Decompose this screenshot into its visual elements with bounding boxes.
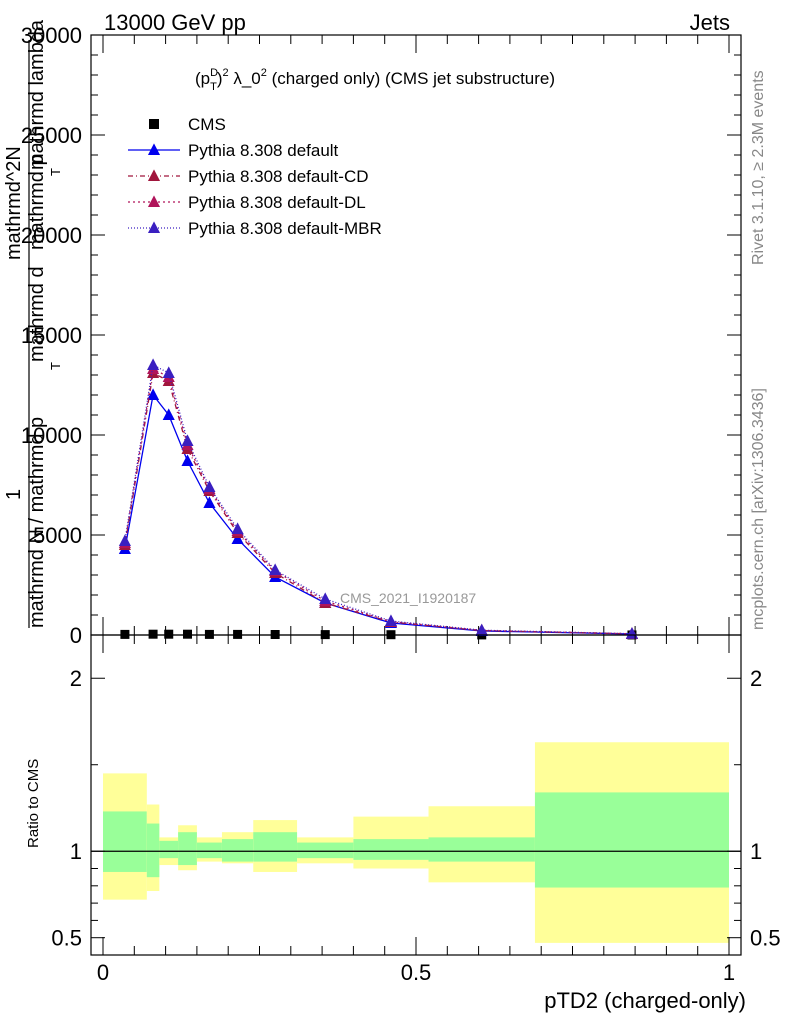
- ratio-inner-band: [297, 842, 354, 859]
- main-y-tick-label: 15000: [21, 323, 82, 348]
- legend-item: Pythia 8.308 default: [128, 141, 339, 160]
- ratio-inner-band: [103, 811, 147, 872]
- main-y-tick-label: 10000: [21, 423, 82, 448]
- data-point: [181, 434, 194, 446]
- ratio-inner-band: [146, 823, 160, 878]
- ratio-inner-band: [178, 832, 197, 866]
- legend-label: Pythia 8.308 default-CD: [188, 167, 369, 186]
- x-axis-label: pTD2 (charged-only): [544, 988, 746, 1013]
- ratio-inner-band: [159, 840, 179, 859]
- ylabel-d2n: mathrmd^2N: [3, 146, 25, 260]
- legend-label: CMS: [188, 115, 226, 134]
- ylabel-one: 1: [3, 489, 25, 500]
- data-point: [231, 532, 244, 544]
- data-point: [148, 629, 158, 639]
- main-y-tick-label: 30000: [21, 23, 82, 48]
- ratio-y-tick-label-right: 2: [750, 666, 762, 691]
- legend-marker: [147, 195, 161, 207]
- legend-label: Pythia 8.308 default: [188, 141, 339, 160]
- legend-item: Pythia 8.308 default-CD: [128, 167, 369, 186]
- data-point: [183, 629, 193, 639]
- ratio-y-tick-label: 2: [70, 666, 82, 691]
- ratio-x-tick-label: 1: [723, 960, 735, 985]
- mcplots-label: mcplots.cern.ch [arXiv:1306.3436]: [750, 388, 767, 630]
- chart-title: (pD T)2 λ_02 (charged only) (CMS jet subs…: [195, 67, 555, 93]
- title-sub-t: T: [210, 81, 217, 93]
- series-line: [124, 368, 632, 635]
- main-panel: 0 5000 10000 15000 20000 25000 30000: [21, 23, 742, 648]
- data-point: [147, 388, 160, 400]
- ratio-inner-band: [253, 832, 298, 862]
- ratio-inner-band: [534, 792, 729, 888]
- rivet-label: Rivet 3.1.10, ≥ 2.3M events: [750, 70, 767, 265]
- ratio-inner-band: [196, 842, 222, 859]
- main-y-tick-label: 0: [70, 623, 82, 648]
- title-sup-2: 2: [222, 67, 228, 79]
- legend-item: CMS: [149, 115, 226, 134]
- ylabel-left: mathrmd N / mathrmd p: [26, 417, 48, 628]
- ratio-inner-band: [428, 837, 535, 862]
- main-y-tick-label: 20000: [21, 223, 82, 248]
- title-close: ): [217, 69, 223, 88]
- series-line: [124, 364, 632, 635]
- data-point: [181, 454, 194, 466]
- ylabel-dp-sub: T: [48, 168, 63, 176]
- title-lambda: λ_0: [229, 69, 261, 88]
- title-sup-d: D: [210, 67, 218, 79]
- legend-label: Pythia 8.308 default-DL: [188, 193, 366, 212]
- data-point: [203, 480, 216, 492]
- analysis-watermark: CMS_2021_I1920187: [340, 590, 476, 606]
- title-rest: (charged only) (CMS jet substructure): [267, 69, 555, 88]
- data-point: [319, 592, 332, 604]
- ylabel-lambda: mathrmd lambda: [26, 19, 48, 170]
- ratio-y-tick-label: 0.5: [51, 926, 82, 951]
- ylabel-dp: mathrmd p: [26, 154, 48, 250]
- main-y-tick-label: 5000: [33, 523, 82, 548]
- legend-marker: [149, 119, 159, 129]
- legend-marker: [147, 221, 161, 233]
- legend-label: Pythia 8.308 default-MBR: [188, 219, 382, 238]
- data-point: [203, 496, 216, 508]
- ratio-y-tick-label-right: 1: [750, 839, 762, 864]
- title-sup-3: 2: [261, 67, 267, 79]
- ratio-inner-band: [221, 839, 254, 862]
- legend-item: Pythia 8.308 default-DL: [128, 193, 366, 212]
- ratio-inner-band: [353, 839, 429, 860]
- data-point: [231, 522, 244, 534]
- ylabel-left-sub: T: [48, 362, 63, 370]
- legend: CMS Pythia 8.308 default Pythia 8.308 defa…: [128, 115, 382, 238]
- title-p: (p: [195, 69, 210, 88]
- main-y-tick-label: 25000: [21, 123, 82, 148]
- legend-marker: [147, 143, 161, 155]
- ratio-ylabel: Ratio to CMS: [25, 759, 42, 848]
- legend-marker: [147, 169, 161, 181]
- header-left: 13000 GeV pp: [104, 10, 246, 35]
- main-ylabel: 1 mathrmd N / mathrmd p T mathrmd d math…: [3, 19, 63, 628]
- data-point: [475, 623, 488, 636]
- ratio-x-tick-label: 0: [97, 960, 109, 985]
- data-point: [162, 366, 175, 378]
- data-point: [269, 563, 282, 575]
- data-point: [162, 408, 175, 420]
- data-point: [384, 614, 398, 626]
- data-point: [164, 629, 174, 639]
- data-point: [147, 358, 160, 370]
- legend-item: Pythia 8.308 default-MBR: [128, 219, 382, 238]
- ratio-y-tick-label: 1: [70, 839, 82, 864]
- series-4: [118, 358, 639, 639]
- data-point: [118, 534, 131, 546]
- ylabel-dd: mathrmd d: [26, 266, 48, 362]
- ratio-y-tick-label-right: 0.5: [750, 926, 781, 951]
- ratio-panel: 0.5 0.5 1 1 2 2 0 0.5 1: [51, 634, 781, 985]
- ratio-x-tick-label: 0.5: [401, 960, 432, 985]
- header-right: Jets: [690, 10, 730, 35]
